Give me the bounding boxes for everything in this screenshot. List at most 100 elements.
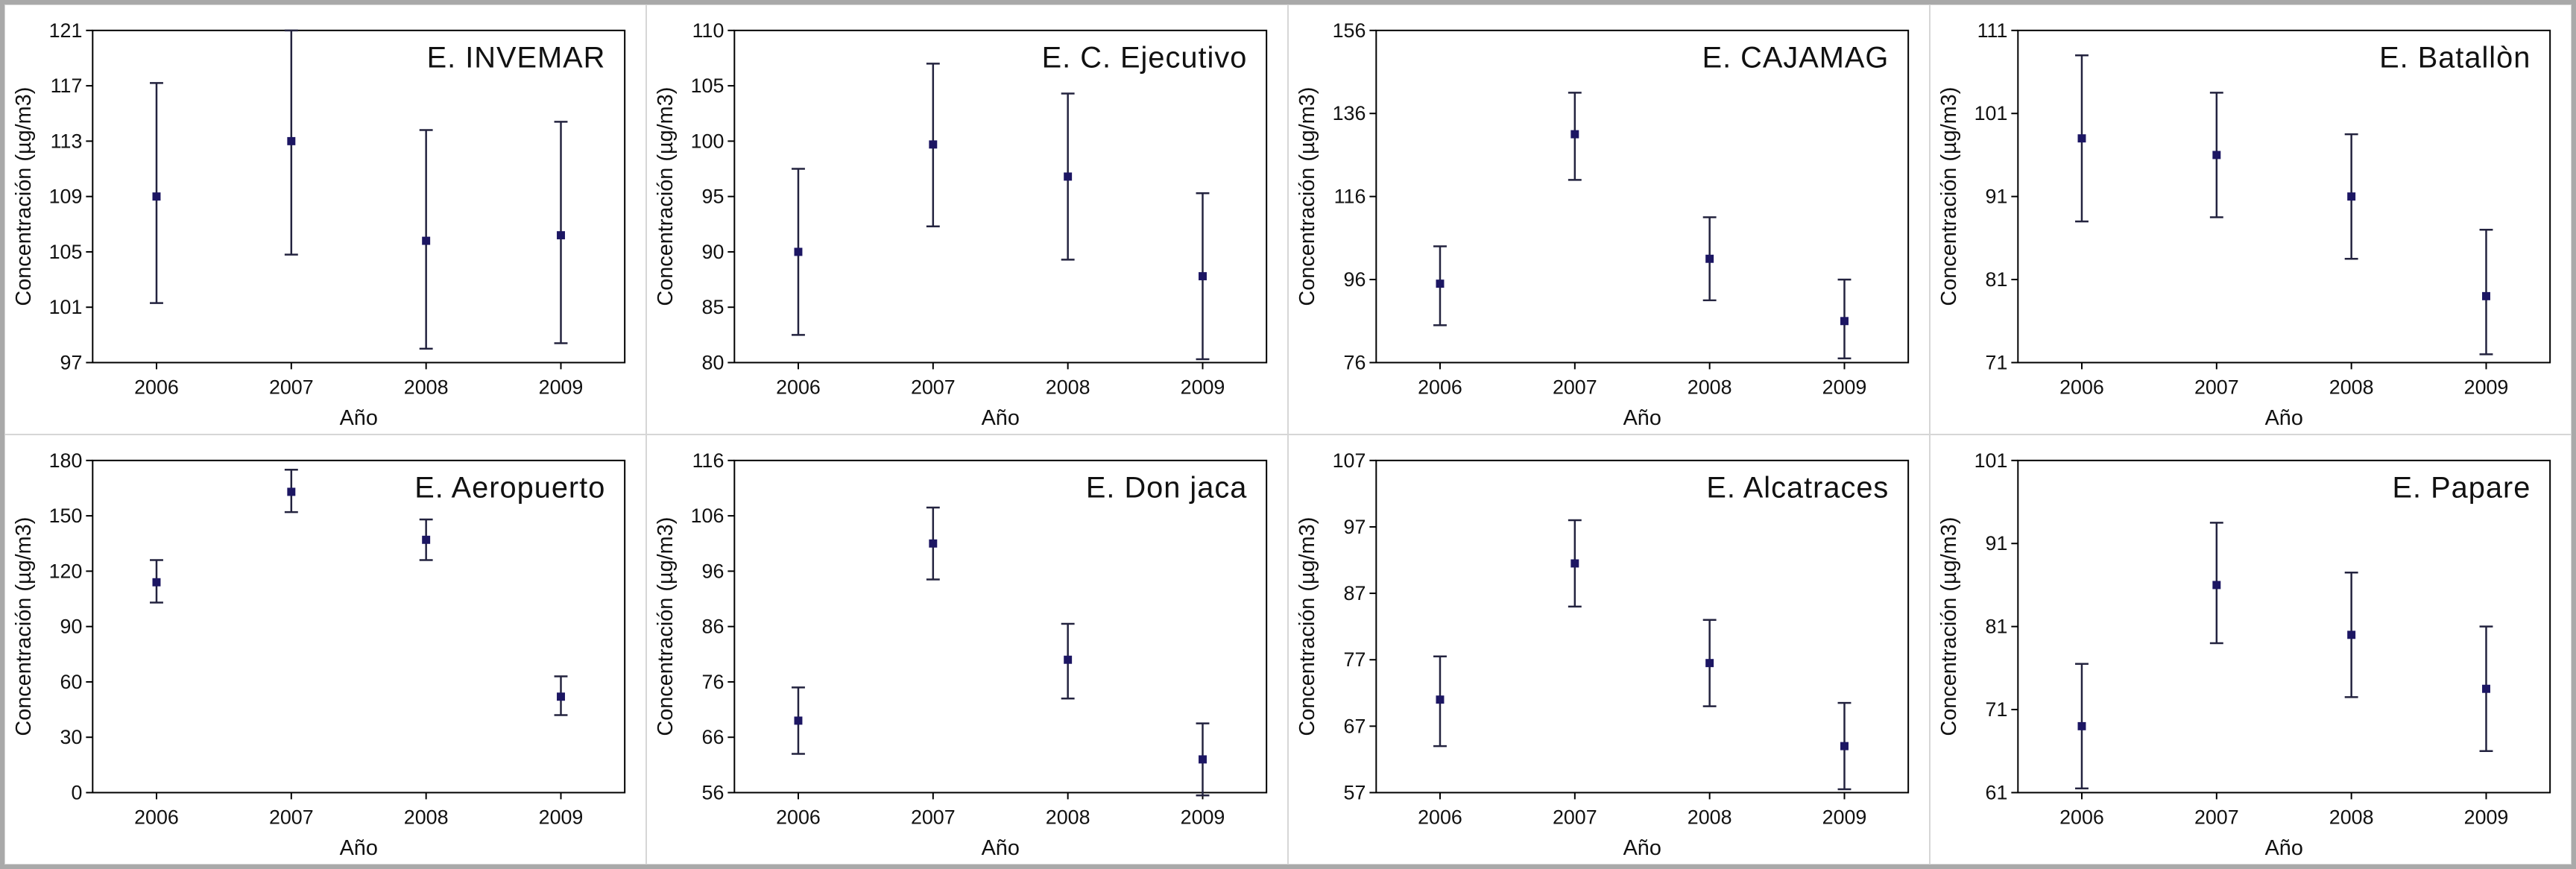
y-tick-label: 116 (692, 449, 724, 472)
data-point-marker (794, 247, 803, 256)
y-tick-label: 76 (1344, 351, 1366, 373)
x-axis-label: Año (982, 406, 1020, 430)
chart-panel-alcatraces: 57 67 77 87 97 107 2006 2007 2008 2009 Concentraci… (1288, 434, 1930, 865)
x-tick-label: 2009 (2464, 376, 2509, 398)
y-tick-label: 105 (49, 241, 83, 263)
data-point-marker (1840, 742, 1849, 750)
y-tick-label: 61 (1986, 781, 2008, 803)
y-tick-label: 96 (702, 560, 724, 582)
data-point-marker (1436, 279, 1445, 288)
x-tick-label: 2006 (776, 806, 821, 828)
x-tick-label: 2009 (539, 806, 584, 828)
y-tick-label: 85 (702, 296, 724, 318)
chart-svg: 80 85 90 95 100 105 110 2006 2007 2008 2009 Concent… (654, 19, 1268, 430)
x-tick-label: 2008 (1688, 806, 1732, 828)
data-point-marker (557, 231, 565, 240)
x-tick-label: 2008 (404, 376, 449, 398)
plot-box (733, 29, 1268, 364)
y-tick-label: 95 (702, 186, 724, 208)
chart-svg: 97 101 105 109 113 117 121 2006 2007 2008 2009 Conc… (12, 19, 626, 430)
y-tick-label: 91 (1986, 532, 2008, 554)
y-tick-label: 180 (49, 449, 83, 472)
x-tick-label: 2009 (1181, 376, 1225, 398)
y-tick-label: 57 (1344, 781, 1366, 803)
y-tick-label: 87 (1344, 582, 1366, 604)
chart-svg: 71 81 91 101 111 2006 2007 2008 2009 Concentració… (1937, 19, 2551, 430)
y-tick-label: 71 (1986, 698, 2008, 721)
y-tick-label: 116 (1334, 186, 1366, 208)
chart-title: E. Don jaca (1086, 472, 1247, 505)
plot-box (2017, 459, 2551, 794)
x-tick-label: 2009 (2464, 806, 2509, 828)
y-axis-label: Concentración (µg/m3) (654, 87, 678, 306)
data-point-marker (1064, 655, 1073, 664)
y-tick-label: 106 (691, 505, 724, 527)
y-tick-label: 113 (51, 130, 83, 152)
x-axis-label: Año (982, 836, 1020, 860)
plot-box (1375, 459, 1910, 794)
chart-title: E. INVEMAR (427, 42, 606, 75)
y-tick-label: 81 (1986, 616, 2008, 638)
y-tick-label: 30 (60, 726, 83, 748)
y-tick-label: 101 (1974, 449, 2008, 472)
data-point-marker (287, 487, 296, 496)
chart-panel-papare: 61 71 81 91 101 2006 2007 2008 2009 Concentración… (1930, 434, 2572, 865)
data-point-marker (1840, 317, 1849, 326)
y-tick-label: 56 (702, 781, 724, 803)
x-axis-label: Año (1623, 406, 1661, 430)
x-tick-label: 2008 (1046, 806, 1090, 828)
data-point-marker (2212, 151, 2221, 159)
x-tick-label: 2006 (134, 376, 179, 398)
chart-title: E. Alcatraces (1706, 472, 1889, 505)
plot-box (1375, 29, 1910, 364)
y-tick-label: 100 (691, 130, 724, 152)
y-axis-label: Concentración (µg/m3) (12, 87, 36, 306)
x-tick-label: 2006 (1418, 376, 1462, 398)
y-tick-label: 101 (49, 296, 83, 318)
data-point-marker (2077, 721, 2086, 730)
data-point-marker (1436, 695, 1445, 704)
x-tick-label: 2007 (2194, 806, 2239, 828)
x-tick-label: 2009 (1181, 806, 1225, 828)
y-tick-label: 90 (60, 616, 83, 638)
y-tick-label: 80 (702, 351, 724, 373)
x-tick-label: 2008 (404, 806, 449, 828)
chart-svg: 76 96 116 136 156 2006 2007 2008 2009 Concentraci… (1295, 19, 1910, 430)
chart-panel-ejecutivo: 80 85 90 95 100 105 110 2006 2007 2008 2009 Concent… (646, 4, 1288, 434)
y-tick-label: 120 (49, 560, 83, 582)
data-point-marker (152, 578, 161, 587)
y-tick-label: 86 (702, 616, 724, 638)
y-axis-label: Concentración (µg/m3) (1295, 517, 1319, 736)
x-tick-label: 2008 (2329, 806, 2374, 828)
x-tick-label: 2007 (269, 376, 314, 398)
x-tick-label: 2009 (1822, 806, 1867, 828)
x-axis-label: Año (1623, 836, 1661, 860)
x-tick-label: 2008 (1688, 376, 1732, 398)
x-tick-label: 2006 (134, 806, 179, 828)
chart-title: E. C. Ejecutivo (1042, 42, 1248, 75)
y-tick-label: 97 (1344, 516, 1366, 538)
x-tick-label: 2008 (1046, 376, 1090, 398)
x-axis-label: Año (340, 836, 378, 860)
plot-box (92, 29, 626, 364)
y-tick-label: 136 (1333, 102, 1366, 124)
x-axis-label: Año (2265, 406, 2303, 430)
y-tick-label: 81 (1986, 268, 2008, 291)
data-point-marker (2347, 192, 2356, 201)
y-tick-label: 101 (1974, 102, 2008, 124)
data-point-marker (1705, 659, 1714, 668)
chart-title: E. Aeropuerto (414, 472, 605, 505)
y-tick-label: 156 (1333, 19, 1366, 42)
data-point-marker (929, 539, 938, 548)
chart-panel-batallon: 71 81 91 101 111 2006 2007 2008 2009 Concentració… (1930, 4, 2572, 434)
y-tick-label: 67 (1344, 715, 1366, 737)
y-tick-label: 90 (702, 241, 724, 263)
y-axis-label: Concentración (µg/m3) (1937, 517, 1961, 736)
plot-box (92, 459, 626, 794)
charts-grid: 97 101 105 109 113 117 121 2006 2007 2008 2009 Conc… (4, 4, 2572, 865)
x-tick-label: 2006 (1418, 806, 1462, 828)
chart-svg: 57 67 77 87 97 107 2006 2007 2008 2009 Concentraci… (1295, 449, 1910, 860)
data-point-marker (422, 535, 431, 544)
y-axis-label: Concentración (µg/m3) (654, 517, 678, 736)
